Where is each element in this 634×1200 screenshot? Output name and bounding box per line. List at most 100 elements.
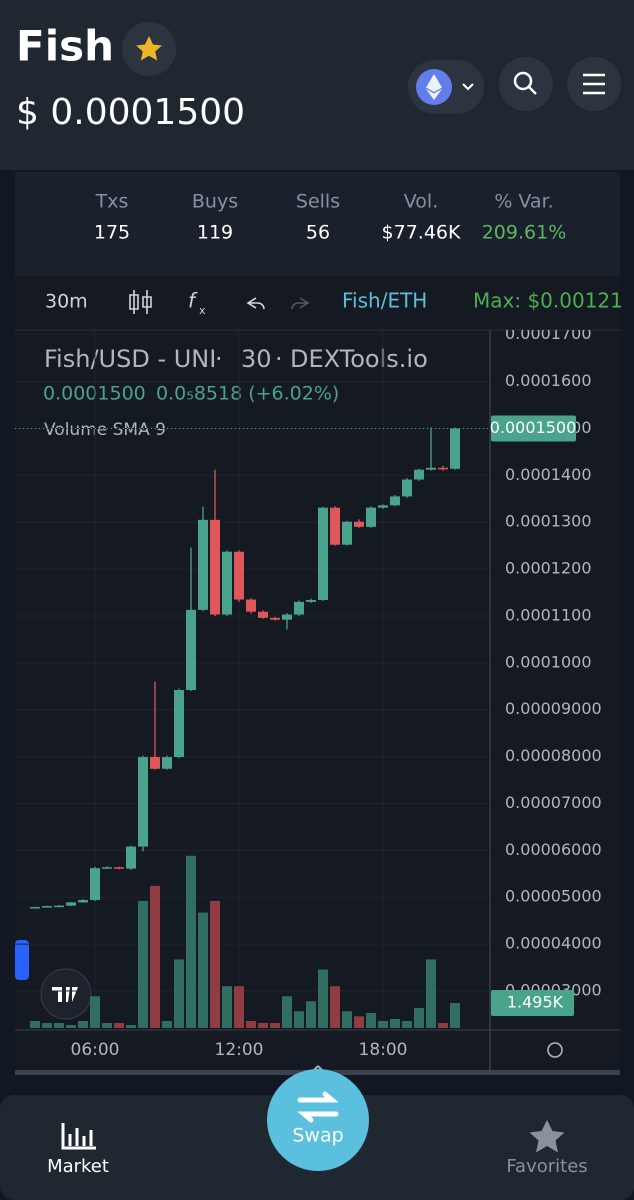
x-tick-label: 12:00	[215, 1040, 264, 1060]
price-marker	[491, 415, 576, 442]
x-tick-label: 18:00	[359, 1040, 408, 1060]
volume-bar	[210, 900, 220, 1028]
eth-glyph	[426, 74, 442, 100]
y-tick-label: 0.0001200	[505, 559, 592, 578]
volume-bar	[234, 986, 244, 1028]
volume-bar	[138, 900, 148, 1028]
candle-body	[378, 505, 388, 508]
fx-icon-sub: x	[199, 304, 206, 317]
separator: ·	[275, 345, 283, 373]
indicator-label: Volume SMA 9	[44, 420, 166, 440]
volume-marker	[491, 989, 574, 1016]
candle-body	[450, 428, 460, 469]
volume-bar	[66, 1024, 76, 1028]
favorites-tab[interactable]: Favorites	[506, 1156, 587, 1177]
volume-bar	[438, 1022, 448, 1028]
stat-value: 56	[306, 222, 330, 244]
chart-interval: 30	[241, 345, 272, 373]
pair-link[interactable]: Fish/ETH	[342, 289, 427, 313]
candle-body	[426, 467, 436, 470]
stat-label: % Var.	[494, 191, 553, 213]
legend-change: 0.0₅8518 (+6.02%)	[156, 383, 339, 405]
candle-body	[78, 900, 88, 903]
stat-label: Vol.	[404, 191, 438, 213]
volume-bar	[78, 1020, 88, 1028]
volume-bar	[42, 1022, 52, 1028]
market-tab[interactable]: Market	[47, 1156, 109, 1177]
volume-marker-label: 1.495K	[507, 992, 564, 1011]
chart-title: Fish/USD - UNI	[44, 345, 216, 373]
candle-body	[246, 599, 256, 612]
y-tick-label: 0.0001000	[505, 652, 592, 671]
stat-label: Txs	[95, 191, 129, 213]
volume-bar	[330, 986, 340, 1028]
candle-body	[174, 690, 184, 758]
stat-value: 209.61%	[482, 222, 567, 244]
chart-bg	[15, 276, 620, 1074]
volume-bar	[198, 912, 208, 1028]
volume-bar	[30, 1020, 40, 1028]
token-price: $ 0.0001500	[16, 92, 245, 133]
candle-body	[306, 600, 316, 602]
candle-body	[402, 479, 412, 497]
stat-value: $77.46K	[382, 222, 461, 244]
side-toggle[interactable]	[15, 940, 29, 980]
volume-bar	[450, 1002, 460, 1028]
legend-price: 0.0001500	[43, 383, 146, 405]
search-button[interactable]	[499, 57, 553, 111]
separator: ·	[215, 345, 223, 373]
settings-icon[interactable]	[547, 1042, 563, 1058]
stat-value: 175	[94, 222, 130, 244]
candle-body	[114, 867, 124, 869]
candle-body	[354, 521, 364, 527]
candle-body	[438, 467, 448, 470]
candle-body	[138, 757, 148, 847]
swap-icon	[297, 1091, 339, 1123]
swap-button[interactable]	[267, 1069, 369, 1171]
y-tick-label: 0.0001400	[505, 465, 592, 484]
volume-bar	[186, 855, 196, 1028]
volume-bar	[114, 1022, 124, 1028]
y-tick-label: 0.00005000	[505, 887, 602, 906]
fx-icon[interactable]: f	[188, 289, 198, 313]
candle-body	[330, 507, 340, 545]
stat-label: Sells	[296, 191, 340, 213]
volume-bar	[366, 1012, 376, 1028]
volume-bar	[426, 959, 436, 1028]
volume-bar	[318, 969, 328, 1028]
volume-bar	[354, 1016, 364, 1028]
y-tick-label: 0.00008000	[505, 746, 602, 765]
y-tick-label: 0.0001300	[505, 512, 592, 531]
y-tick-label: 0.0001700	[505, 324, 592, 343]
swap-label[interactable]: Swap	[292, 1125, 343, 1147]
volume-bar	[270, 1022, 280, 1028]
candle-body	[294, 601, 304, 615]
y-tick-label: 0.0001600	[505, 371, 592, 390]
market-icon	[61, 1123, 96, 1150]
candle-body	[234, 551, 244, 600]
x-tick-label: 06:00	[71, 1040, 120, 1060]
favorites-icon	[529, 1120, 565, 1153]
volume-bar	[342, 1011, 352, 1028]
candle-body	[126, 846, 136, 869]
candle-body	[102, 867, 112, 869]
volume-bar	[414, 1007, 424, 1028]
stat-value: 119	[197, 222, 233, 244]
candle-body	[198, 519, 208, 610]
volume-bar	[174, 959, 184, 1028]
candle-body	[318, 507, 328, 601]
stats-bg	[15, 172, 620, 276]
candle-body	[210, 519, 220, 615]
candle-body	[222, 551, 232, 615]
candle-body	[390, 496, 400, 506]
volume-bar	[390, 1018, 400, 1028]
volume-bar	[294, 1011, 304, 1028]
volume-bar	[54, 1022, 64, 1028]
y-tick-label: 0.00009000	[505, 699, 602, 718]
volume-bar	[90, 996, 100, 1028]
volume-bar	[378, 1020, 388, 1028]
interval[interactable]: 30m	[45, 291, 88, 313]
volume-bar	[402, 1020, 412, 1028]
volume-bar	[126, 1024, 136, 1028]
candle-body	[150, 757, 160, 769]
